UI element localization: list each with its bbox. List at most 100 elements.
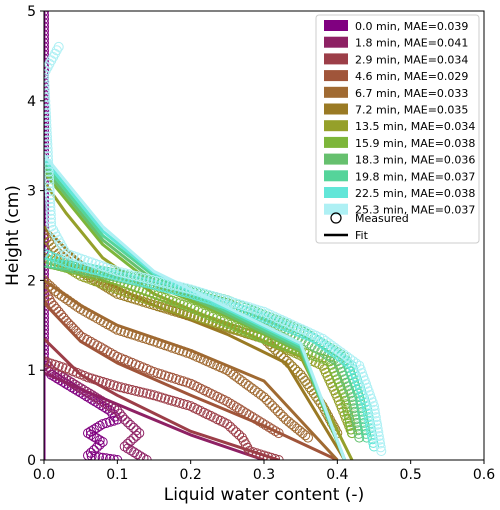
measured-point-10-96 (79, 262, 90, 273)
legend-label-4: 6.7 min, MAE=0.033 (355, 87, 468, 100)
series-4 (44, 275, 339, 460)
measured-point-11-117 (45, 205, 56, 216)
fit-line-1 (44, 371, 265, 460)
measured-point-11-128 (44, 162, 54, 173)
measured-point-0-140 (44, 14, 49, 24)
measured-point-4-5 (289, 421, 300, 432)
measured-point-0-64 (44, 316, 49, 327)
measured-point-2-38 (149, 390, 159, 401)
measured-point-0-53 (44, 360, 49, 371)
measured-point-10-80 (139, 277, 150, 288)
y-tick-label: 5 (27, 4, 36, 20)
measured-point-4-15 (261, 394, 272, 405)
measured-point-2-4 (259, 450, 269, 460)
measured-point-0-137 (44, 25, 49, 36)
measured-point-4-2 (297, 428, 308, 439)
measured-point-2-41 (138, 387, 148, 398)
measured-point-10-5 (365, 423, 376, 434)
measured-point-11-115 (46, 213, 56, 224)
measured-point-10-73 (166, 284, 177, 295)
measured-point-11-1 (375, 442, 386, 453)
measured-point-11-9 (370, 412, 381, 423)
measured-point-11-121 (44, 190, 55, 201)
measured-point-9-9 (355, 399, 366, 410)
measured-point-1-35 (66, 377, 77, 388)
measured-point-1-15 (125, 420, 136, 430)
measured-point-5-19 (292, 366, 303, 377)
measured-point-11-11 (369, 404, 380, 415)
measured-point-11-73 (181, 283, 192, 294)
measured-point-5-21 (287, 361, 298, 372)
measured-point-0-15 (91, 433, 102, 444)
measured-point-0-9 (85, 447, 96, 458)
measured-point-4-76 (56, 291, 67, 302)
y-tick-label: 0 (27, 453, 36, 469)
measured-point-11-0 (376, 446, 387, 456)
measured-point-3-15 (225, 398, 236, 409)
y-tick-label: 3 (27, 184, 36, 200)
measured-point-11-160 (53, 41, 64, 52)
measured-point-10-0 (369, 441, 379, 452)
measured-point-11-140 (44, 115, 52, 126)
measured-point-1-12 (134, 428, 145, 439)
measured-point-11-74 (177, 282, 188, 293)
measured-point-11-5 (373, 427, 384, 438)
legend-label-10: 22.5 min, MAE=0.038 (355, 187, 475, 200)
legend-swatch-9 (324, 170, 348, 182)
measured-point-3-65 (58, 312, 69, 323)
y-axis-label: Height (cm) (3, 185, 23, 286)
measured-point-11-145 (44, 96, 51, 107)
measured-point-0-71 (44, 289, 49, 299)
measured-point-4-3 (294, 425, 305, 436)
measured-point-0-139 (44, 18, 49, 28)
measured-point-0-0 (112, 455, 123, 460)
measured-point-4-25 (231, 371, 242, 382)
measured-point-10-75 (158, 282, 169, 293)
measured-point-2-47 (116, 382, 126, 393)
measured-point-0-93 (44, 201, 49, 212)
measured-point-7-0 (347, 428, 357, 439)
measured-point-11-8 (371, 416, 382, 427)
measured-point-10-85 (120, 272, 131, 283)
measured-point-11-86 (131, 271, 142, 282)
measured-point-10-7 (364, 415, 375, 426)
measured-point-11-2 (375, 438, 386, 449)
measured-point-0-138 (44, 21, 49, 32)
measured-point-3-57 (79, 333, 89, 343)
measured-point-11-63 (218, 294, 229, 305)
legend-label-2: 2.9 min, MAE=0.034 (355, 53, 468, 66)
measured-point-9-99 (53, 259, 64, 270)
measured-point-11-118 (45, 201, 56, 212)
measured-point-1-9 (125, 436, 136, 447)
measured-point-10-74 (162, 283, 173, 294)
measured-point-0-10 (88, 445, 99, 456)
measured-point-1-27 (90, 392, 101, 403)
measured-point-4-21 (243, 380, 254, 391)
measured-point-0-91 (44, 209, 49, 220)
measured-point-10-3 (367, 430, 377, 441)
measured-point-5-96 (44, 230, 49, 241)
measured-point-3-49 (105, 348, 116, 358)
legend-swatch-8 (324, 153, 348, 165)
measured-point-1-17 (119, 414, 130, 425)
measured-point-11-77 (166, 279, 177, 290)
measured-point-2-31 (174, 397, 185, 408)
measured-point-3-64 (61, 315, 71, 326)
measured-point-4-57 (119, 327, 130, 338)
measured-point-11-57 (240, 301, 251, 312)
measured-point-0-28 (109, 411, 120, 422)
measured-point-11-120 (45, 194, 55, 205)
measured-point-4-19 (249, 385, 260, 396)
measured-point-3-67 (53, 306, 64, 317)
measured-point-0-57 (44, 344, 49, 355)
measured-point-2-68 (44, 356, 49, 367)
measured-point-2-13 (234, 429, 245, 440)
series-2 (44, 337, 284, 460)
measured-point-4-9 (278, 411, 289, 422)
measured-point-0-16 (88, 431, 99, 442)
fit-line-2 (44, 337, 280, 460)
measured-point-1-34 (69, 379, 80, 390)
measured-point-0-120 (44, 93, 49, 104)
measured-point-11-69 (196, 287, 207, 298)
measured-point-2-49 (108, 380, 119, 391)
